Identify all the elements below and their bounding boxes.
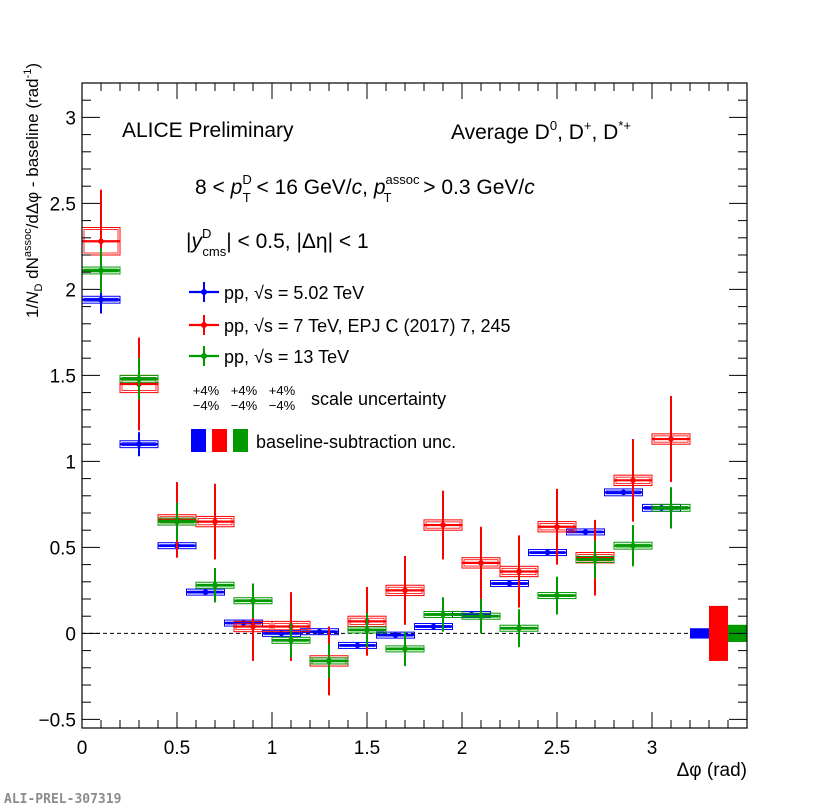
chart-subtitle: Average D0, D+, D*+ <box>451 118 631 144</box>
x-tick-label: 0.5 <box>164 738 190 759</box>
scale-unc-label: scale uncertainty <box>311 389 446 409</box>
y-tick-label: 0 <box>65 624 76 645</box>
legend: pp, √s = 5.02 TeV pp, √s = 7 TeV, EPJ C (… <box>189 282 511 452</box>
x-tick-label: 2 <box>457 738 468 759</box>
data-point <box>364 627 370 633</box>
legend-baseline-box <box>191 429 206 452</box>
data-point <box>544 549 551 556</box>
y-axis-title: 1/ND dNassoc/dΔφ - baseline (rad-1) <box>22 63 45 318</box>
data-point <box>316 628 323 635</box>
data-point <box>136 376 142 382</box>
data-layer <box>81 189 747 696</box>
data-point <box>478 613 484 619</box>
x-tick-label: 1.5 <box>354 738 380 759</box>
x-tick-label: 0 <box>77 738 88 759</box>
scale-unc-minus: −4% <box>231 398 258 413</box>
data-point <box>430 623 437 630</box>
data-point <box>402 646 408 652</box>
data-point <box>250 597 256 604</box>
data-point <box>592 556 598 563</box>
x-tick-label: 2.5 <box>544 738 570 759</box>
series-0 <box>81 285 681 649</box>
series-2 <box>81 248 691 679</box>
legend-marker-dot <box>201 353 207 359</box>
data-point <box>668 436 674 442</box>
legend-label: pp, √s = 7 TeV, EPJ C (2017) 7, 245 <box>224 316 511 336</box>
watermark-label: ALI-PREL-307319 <box>4 792 122 807</box>
rapidity-label: |yD cms| < 0.5, |Δη| < 1 <box>186 226 369 259</box>
legend-marker-dot <box>201 289 207 295</box>
data-point <box>212 518 218 525</box>
data-point <box>478 560 484 566</box>
data-point <box>440 611 446 618</box>
data-point <box>212 582 218 589</box>
data-point <box>630 542 636 549</box>
baseline-unc-label: baseline-subtraction unc. <box>256 432 456 452</box>
data-point <box>98 296 104 303</box>
y-tick-label: 2.5 <box>50 194 76 215</box>
x-tick-label: 3 <box>647 738 658 759</box>
data-point <box>250 623 256 630</box>
legend-label: pp, √s = 13 TeV <box>224 347 349 367</box>
chart-title: ALICE Preliminary <box>122 119 294 142</box>
legend-label: pp, √s = 5.02 TeV <box>224 283 364 303</box>
data-point <box>98 267 104 274</box>
kinematics-label: 8 < pD T < 16 GeV/c, passoc T > 0.3 GeV/c <box>195 172 535 205</box>
data-point <box>440 522 446 528</box>
scale-unc-minus: −4% <box>193 398 220 413</box>
data-point <box>136 441 142 448</box>
y-tick-label: 0.5 <box>50 538 76 559</box>
data-point <box>402 587 408 594</box>
axes-layer: 0 0.5 1 1.5 2 2.5 3−0.500.511.522.53 <box>38 82 748 759</box>
data-point <box>668 505 674 511</box>
baseline-unc-box <box>709 605 728 661</box>
y-tick-label: 2 <box>65 280 76 301</box>
data-point <box>288 637 294 644</box>
x-tick-label: 1 <box>267 738 278 759</box>
data-point <box>554 523 560 530</box>
scale-unc-plus: +4% <box>231 383 258 398</box>
y-axis-label: 1/ND dNassoc/dΔφ - baseline (rad-1) <box>22 63 45 318</box>
data-point <box>582 529 589 535</box>
legend-marker-dot <box>201 322 207 328</box>
plot-frame <box>81 82 748 729</box>
scale-unc-plus: +4% <box>269 383 296 398</box>
data-point <box>630 477 636 484</box>
data-point <box>392 632 399 638</box>
y-tick-label: 1 <box>65 452 76 473</box>
legend-baseline-box <box>212 429 227 452</box>
data-point <box>506 580 513 587</box>
data-point <box>620 489 627 496</box>
y-tick-label: 3 <box>65 108 76 129</box>
y-tick-label: 1.5 <box>50 366 76 387</box>
scale-unc-minus: −4% <box>269 398 296 413</box>
y-tick-label: −0.5 <box>38 710 76 731</box>
baseline-unc-box <box>690 628 709 639</box>
data-point <box>98 238 104 245</box>
data-point <box>516 625 522 632</box>
data-point <box>554 592 560 599</box>
x-axis-title: Δφ (rad) <box>677 760 747 781</box>
data-point <box>354 642 361 649</box>
text-layer: Δφ (rad) 1/ND dNassoc/dΔφ - baseline (rad… <box>22 63 747 781</box>
legend-baseline-box <box>233 429 248 452</box>
data-point <box>326 658 332 664</box>
scale-unc-plus: +4% <box>193 383 220 398</box>
data-point <box>174 518 180 525</box>
data-point <box>202 589 209 595</box>
data-point <box>516 568 522 575</box>
